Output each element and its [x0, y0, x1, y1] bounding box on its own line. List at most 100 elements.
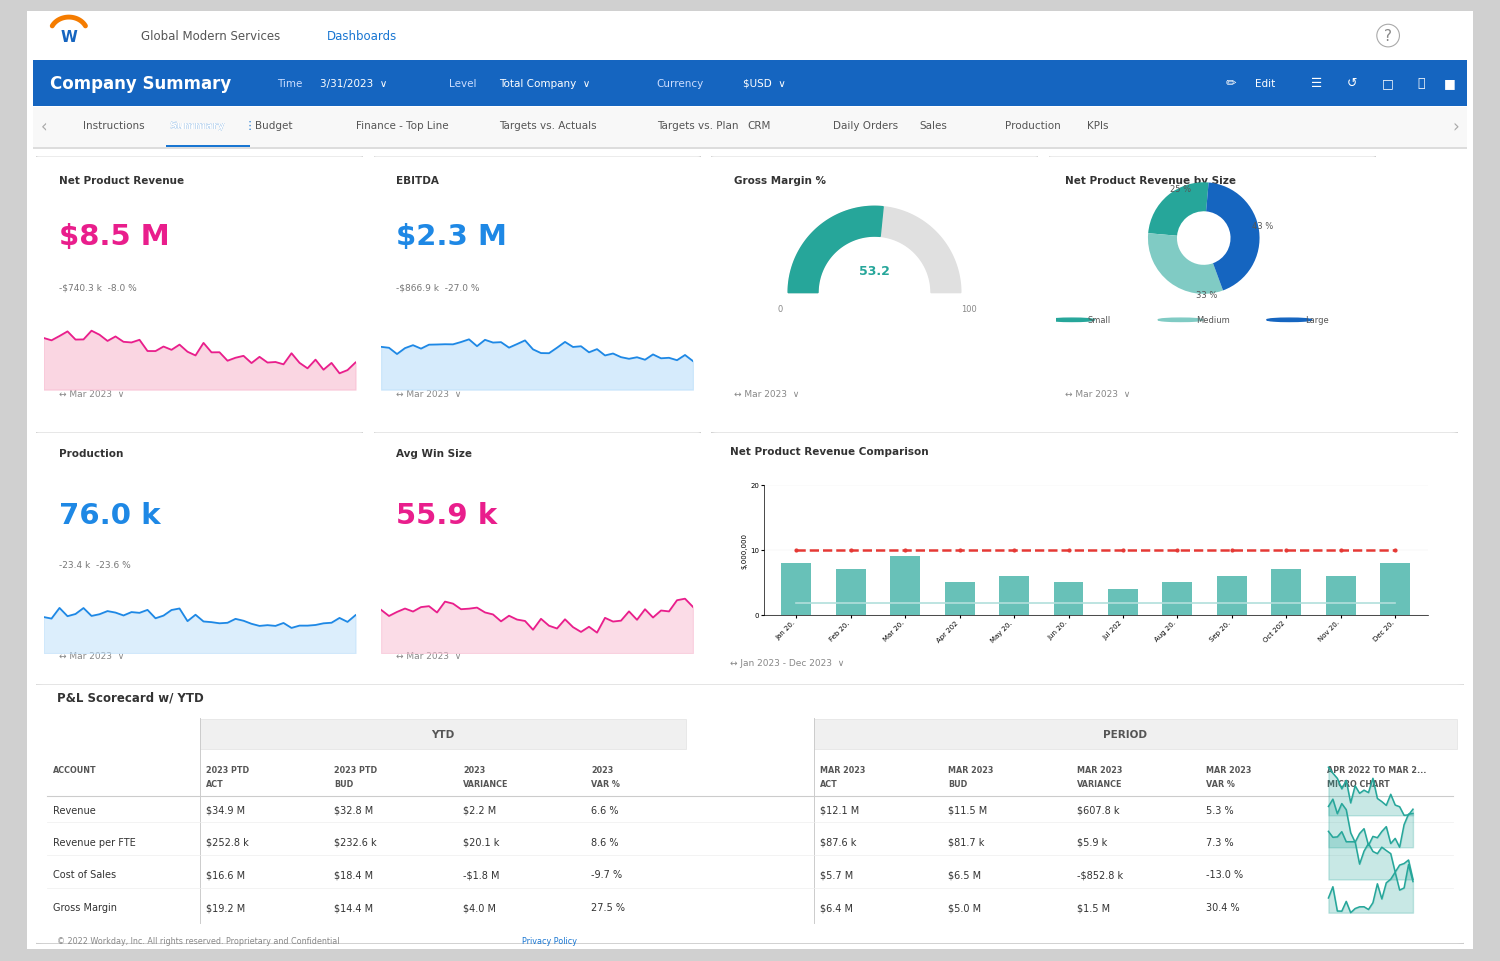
Text: □: □	[1383, 77, 1394, 90]
Text: Gross Margin %: Gross Margin %	[734, 175, 827, 185]
Text: $2.3 M: $2.3 M	[396, 223, 507, 251]
Bar	[1162, 582, 1192, 615]
Text: $607.8 k: $607.8 k	[1077, 805, 1119, 815]
FancyBboxPatch shape	[1046, 157, 1378, 427]
FancyBboxPatch shape	[708, 157, 1041, 427]
Text: ☰: ☰	[1311, 77, 1322, 90]
Circle shape	[1158, 319, 1203, 322]
Text: ✏: ✏	[1226, 77, 1236, 90]
Text: $12.1 M: $12.1 M	[821, 805, 860, 815]
Text: MAR 2023: MAR 2023	[1077, 765, 1122, 774]
FancyBboxPatch shape	[33, 157, 366, 427]
Text: ↔ Mar 2023  ∨: ↔ Mar 2023 ∨	[58, 651, 124, 660]
Text: Edit: Edit	[1256, 79, 1275, 88]
Text: ↔ Jan 2023 - Dec 2023  ∨: ↔ Jan 2023 - Dec 2023 ∨	[729, 658, 844, 667]
Text: Time: Time	[278, 79, 302, 88]
Circle shape	[1268, 319, 1311, 322]
Text: ⬜: ⬜	[1418, 77, 1425, 90]
Text: $232.6 k: $232.6 k	[334, 837, 376, 847]
Text: Summary: Summary	[170, 121, 225, 132]
Text: MAR 2023: MAR 2023	[948, 765, 994, 774]
Text: Targets vs. Actuals: Targets vs. Actuals	[500, 121, 597, 132]
Text: 3/31/2023  ∨: 3/31/2023 ∨	[320, 79, 387, 88]
Text: 100: 100	[962, 305, 976, 313]
Text: $81.7 k: $81.7 k	[948, 837, 986, 847]
Text: ■: ■	[1444, 77, 1455, 90]
Text: KPIs: KPIs	[1088, 121, 1108, 132]
Text: ↔ Mar 2023  ∨: ↔ Mar 2023 ∨	[1065, 390, 1130, 399]
Text: APR 2022 TO MAR 2...: APR 2022 TO MAR 2...	[1328, 765, 1426, 774]
Text: Total Company  ∨: Total Company ∨	[500, 79, 591, 88]
Text: Gross Margin: Gross Margin	[53, 902, 117, 912]
Text: Net Product Revenue by Size: Net Product Revenue by Size	[1065, 175, 1236, 185]
Text: MAR 2023: MAR 2023	[1206, 765, 1251, 774]
FancyBboxPatch shape	[370, 432, 704, 680]
Text: $4.0 M: $4.0 M	[464, 902, 496, 912]
Text: ?: ?	[1384, 29, 1392, 44]
Wedge shape	[1148, 184, 1209, 236]
FancyBboxPatch shape	[370, 157, 704, 427]
Text: $8.5 M: $8.5 M	[58, 223, 170, 251]
Text: MAR 2023: MAR 2023	[821, 765, 866, 774]
Bar	[33, 148, 1467, 150]
Text: -$852.8 k: -$852.8 k	[1077, 869, 1124, 879]
Bar	[1326, 577, 1356, 615]
Text: 2023: 2023	[464, 765, 484, 774]
Text: P&L Scorecard w/ YTD: P&L Scorecard w/ YTD	[57, 691, 204, 704]
Text: 53.2: 53.2	[859, 265, 889, 278]
Bar	[815, 719, 1456, 750]
Text: $5.7 M: $5.7 M	[821, 869, 854, 879]
Text: YTD: YTD	[432, 729, 454, 739]
Wedge shape	[1148, 234, 1222, 294]
Bar	[999, 577, 1029, 615]
Text: 33 %: 33 %	[1196, 290, 1216, 299]
Text: Dashboards: Dashboards	[327, 30, 398, 43]
Bar	[782, 563, 812, 615]
FancyBboxPatch shape	[28, 684, 1472, 944]
Text: Small: Small	[1088, 316, 1112, 325]
Text: ACCOUNT: ACCOUNT	[53, 765, 98, 774]
FancyBboxPatch shape	[704, 432, 1466, 680]
Text: -13.0 %: -13.0 %	[1206, 869, 1242, 879]
Text: Global Modern Services: Global Modern Services	[141, 30, 280, 43]
Text: Sales: Sales	[920, 121, 946, 132]
Text: ↔ Mar 2023  ∨: ↔ Mar 2023 ∨	[58, 390, 124, 399]
Text: $USD  ∨: $USD ∨	[742, 79, 786, 88]
Text: Summary: Summary	[170, 121, 225, 132]
Text: $5.9 k: $5.9 k	[1077, 837, 1107, 847]
Text: BUD: BUD	[334, 778, 354, 788]
Text: Cost of Sales: Cost of Sales	[53, 869, 117, 879]
Text: 76.0 k: 76.0 k	[58, 501, 160, 530]
Bar	[200, 719, 686, 750]
Text: Company Summary: Company Summary	[50, 75, 231, 92]
Text: 2023 PTD: 2023 PTD	[206, 765, 249, 774]
Text: ACT: ACT	[206, 778, 224, 788]
Text: ›: ›	[1452, 117, 1460, 136]
Text: $2.2 M: $2.2 M	[464, 805, 496, 815]
Text: Instructions: Instructions	[82, 121, 146, 132]
Text: $34.9 M: $34.9 M	[206, 805, 245, 815]
Text: -$1.8 M: -$1.8 M	[464, 869, 500, 879]
Bar	[836, 570, 866, 615]
Text: Finance - Top Line: Finance - Top Line	[356, 121, 448, 132]
Text: -23.4 k  -23.6 %: -23.4 k -23.6 %	[58, 560, 130, 569]
Text: $19.2 M: $19.2 M	[206, 902, 245, 912]
Text: ⋮: ⋮	[242, 121, 255, 132]
Text: PERIOD: PERIOD	[1102, 729, 1148, 739]
Text: VARIANCE: VARIANCE	[1077, 778, 1122, 788]
Text: ↔ Mar 2023  ∨: ↔ Mar 2023 ∨	[734, 390, 800, 399]
Text: $87.6 k: $87.6 k	[821, 837, 856, 847]
Text: $18.4 M: $18.4 M	[334, 869, 374, 879]
Text: Daily Orders: Daily Orders	[833, 121, 898, 132]
Text: 55.9 k: 55.9 k	[396, 501, 498, 530]
Text: Medium: Medium	[1197, 316, 1230, 325]
Text: $6.4 M: $6.4 M	[821, 902, 854, 912]
Text: VAR %: VAR %	[591, 778, 621, 788]
Polygon shape	[788, 207, 883, 293]
Text: 6.6 %: 6.6 %	[591, 805, 620, 815]
Text: Targets vs. Plan: Targets vs. Plan	[657, 121, 738, 132]
FancyBboxPatch shape	[33, 432, 366, 680]
Text: 5.3 %: 5.3 %	[1206, 805, 1233, 815]
Text: MICRO CHART: MICRO CHART	[1328, 778, 1389, 788]
Bar	[1272, 570, 1302, 615]
